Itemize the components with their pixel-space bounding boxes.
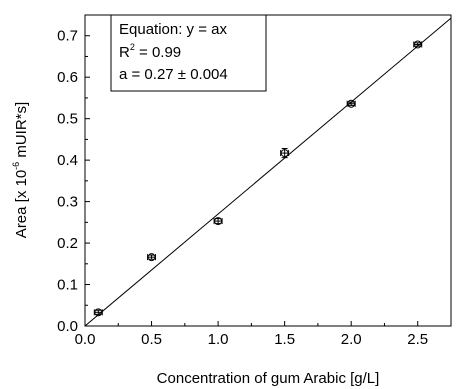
y-tick-label: 0.7 — [57, 28, 78, 45]
data-point — [347, 99, 356, 108]
x-tick-label: 0.5 — [141, 331, 162, 348]
y-axis-title: Area [x 10-6 mUIR*s] — [11, 102, 30, 238]
x-axis-title: Concentration of gum Arabic [g/L] — [157, 370, 380, 387]
y-tick-label: 0.0 — [57, 318, 78, 335]
y-tick-label: 0.4 — [57, 152, 78, 169]
data-point-group — [147, 253, 157, 262]
x-tick-label: 2.0 — [341, 331, 362, 348]
x-tick-label: 1.5 — [274, 331, 295, 348]
annotation-r-squared: R2 = 0.99 — [119, 42, 181, 61]
data-point-group — [413, 40, 423, 49]
fit-line — [84, 17, 452, 327]
annotation-r-exponent: 2 — [130, 42, 135, 52]
annotation-slope: a = 0.27 ± 0.004 — [119, 66, 228, 83]
data-points — [93, 40, 423, 317]
x-tick-label: 1.0 — [208, 331, 229, 348]
y-tick-label: 0.5 — [57, 111, 78, 128]
annotation-box: Equation: y = ax R2 = 0.99 a = 0.27 ± 0.… — [110, 14, 267, 92]
annotation-frame — [110, 14, 267, 92]
y-axis-title-exponent: -6 — [11, 162, 21, 170]
fit-line-group — [84, 17, 452, 327]
y-axis-title-suffix: mUIR*s] — [13, 102, 30, 162]
y-tick-label: 0.3 — [57, 194, 78, 211]
data-point — [147, 253, 156, 262]
data-point — [280, 149, 289, 158]
data-point-group — [93, 308, 103, 317]
annotation-r-label: R — [119, 44, 130, 61]
x-tick-label: 0.0 — [75, 331, 96, 348]
data-point-group — [346, 99, 356, 108]
y-tick-label: 0.1 — [57, 277, 78, 294]
annotation-r-value: = 0.99 — [135, 44, 181, 61]
y-tick-label: 0.2 — [57, 235, 78, 252]
annotation-equation: Equation: y = ax — [119, 21, 227, 38]
data-point-group — [280, 148, 290, 159]
y-axis-title-prefix: Area [x 10 — [13, 170, 30, 238]
data-point — [214, 217, 223, 226]
plot-frame — [84, 14, 452, 327]
y-axis-ticks: 0.0 0.1 0.2 0.3 0.4 0.5 0.6 0.7 — [57, 14, 90, 335]
y-tick-label: 0.6 — [57, 69, 78, 86]
x-axis-ticks: 0.0 0.5 1.0 1.5 2.0 2.5 — [75, 321, 428, 348]
data-point — [413, 40, 422, 49]
x-tick-label: 2.5 — [407, 331, 428, 348]
data-point — [94, 308, 103, 317]
data-point-group — [213, 217, 223, 226]
